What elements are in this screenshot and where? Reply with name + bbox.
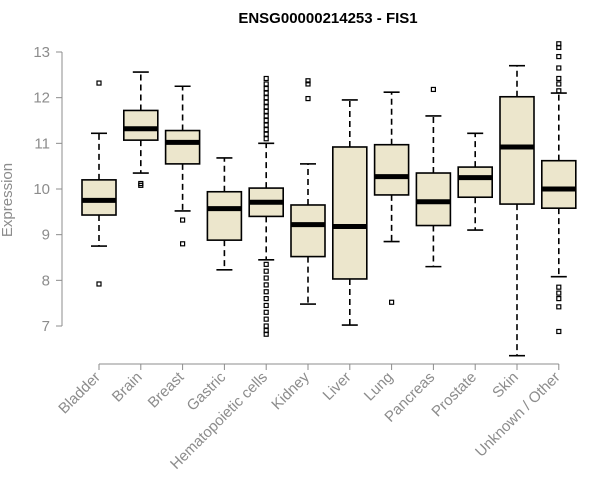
outlier-point [430,86,436,93]
outlier-point [180,241,186,247]
outlier-point [96,281,102,287]
box-group [81,41,577,357]
outlier-point [556,328,562,335]
box-iqr [164,129,201,165]
outlier-point [263,289,269,295]
box-unknown-other [540,41,577,335]
outlier-point [263,85,269,92]
chart-title: ENSG00000214253 - FIS1 [238,10,417,27]
outlier-point [263,275,269,281]
outlier-point [556,44,562,51]
outlier-point [263,122,269,128]
outlier-point [263,104,269,110]
box-iqr [373,143,410,196]
outlier-point [556,296,562,302]
outlier-point [556,290,562,296]
box-brain [123,71,159,188]
x-tick-label: Prostate [428,369,480,421]
outlier-point [263,309,269,315]
x-tick-label: Breast [145,368,188,411]
outlier-point [389,299,395,305]
box-iqr [540,159,577,209]
y-axis-label: Expression [0,163,16,237]
box-iqr [457,166,494,199]
outlier-point [263,117,269,124]
box-gastric [206,157,243,271]
x-tick-label: Brain [109,369,146,406]
box-iqr [123,109,159,141]
x-tick-label: Lung [361,369,397,405]
outlier-point [305,95,311,102]
box-liver [331,99,368,326]
box-iqr [331,146,368,280]
outlier-point [556,88,562,94]
box-lung [373,91,410,305]
box-pancreas [415,86,452,268]
outlier-point [263,113,269,119]
box-iqr [206,190,243,241]
outlier-point [180,217,186,223]
outlier-point [263,127,269,133]
y-tick-label: 11 [34,135,50,152]
box-iqr [499,95,535,205]
box-iqr [81,179,117,216]
box-bladder [81,80,117,287]
outlier-point [263,131,269,137]
outlier-point [263,302,269,309]
y-tick-label: 7 [42,318,50,335]
outlier-point [263,108,269,114]
box-iqr [415,172,452,227]
box-kidney [290,78,326,305]
outlier-point [263,296,269,302]
y-tick-label: 10 [33,181,50,198]
outlier-point [96,80,102,86]
outlier-point [263,316,269,322]
y-tick-label: 8 [42,272,50,289]
outlier-point [263,75,269,82]
outlier-point [263,261,269,267]
outlier-point [138,180,144,187]
outlier-point [263,331,269,337]
outlier-point [556,53,562,60]
outlier-point [263,136,269,142]
x-tick-label: Bladder [55,369,104,418]
x-tick-label: Liver [320,369,355,404]
outlier-point [263,99,269,105]
x-tick-label: Skin [489,369,522,402]
box-breast [164,85,201,247]
outlier-point [263,90,269,96]
y-tick-label: 9 [42,227,50,244]
box-skin [499,64,535,357]
box-prostate [457,132,494,231]
outlier-point [556,75,562,82]
y-axis: 7 8 9 10 11 12 13 [33,44,63,335]
x-tick-label: Kidney [268,368,313,413]
y-tick-label: 13 [33,44,50,61]
box-hematopoietic-cells [248,75,284,337]
outlier-point [263,81,269,87]
outlier-point [305,81,311,87]
box-iqr [290,204,326,258]
outlier-point [263,268,269,274]
outlier-point [556,65,562,71]
outlier-point [556,284,562,290]
outlier-point [556,304,562,310]
outlier-point [556,81,562,87]
outlier-point [263,95,269,101]
outlier-point [263,323,269,329]
outlier-point [305,78,311,84]
y-tick-label: 12 [33,90,50,107]
outlier-point [263,282,269,288]
